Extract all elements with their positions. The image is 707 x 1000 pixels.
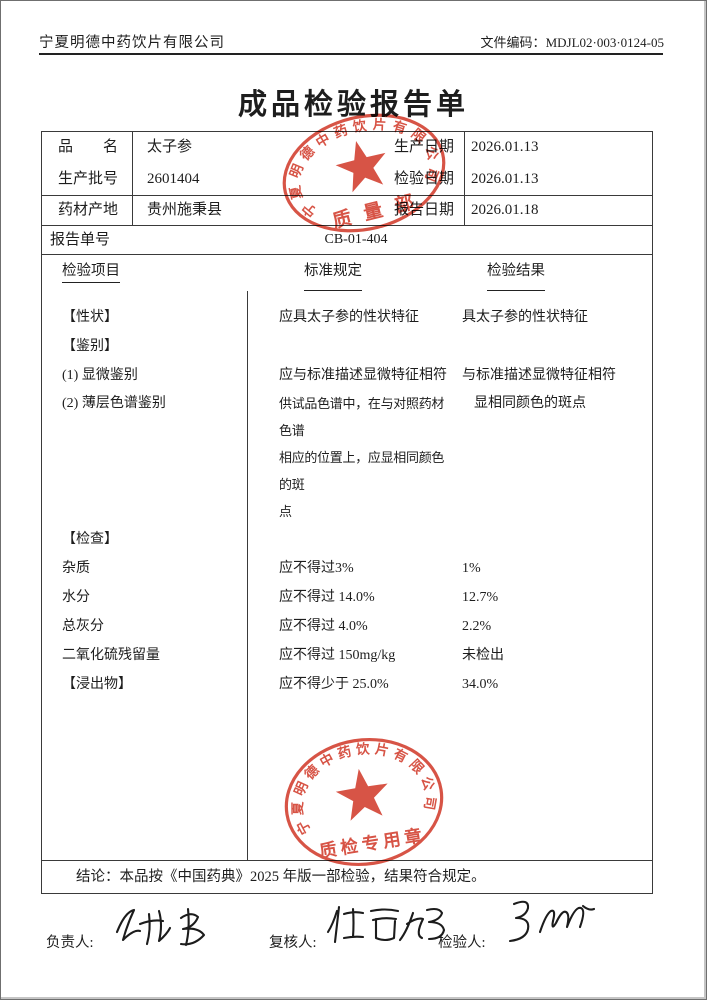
header-rule <box>39 53 663 55</box>
item-result <box>452 525 652 554</box>
item-standard: 供试品色谱中，在与对照药材色谱 相应的位置上，应显相同颜色的斑 点 <box>279 396 445 519</box>
item-name: 【鉴别】 <box>62 339 118 354</box>
origin-value: 贵州施秉县 <box>132 196 385 225</box>
column-standard: 标准规定 <box>304 263 362 291</box>
stamp-bottom-caption: 质检专用章 <box>318 825 427 862</box>
item-standard: 应不得过 14.0% <box>279 590 375 605</box>
doc-code: 文件编码：MDJL02·003·0124-05 <box>481 32 664 51</box>
item-name: (2) 薄层色谱鉴别 <box>62 396 166 411</box>
item-standard: 应与标准描述显微特征相符 <box>279 368 447 383</box>
item-name: 总灰分 <box>62 619 104 634</box>
responsible-label: 负责人: <box>46 935 94 951</box>
reviewer-signature <box>326 905 446 944</box>
item-result <box>452 332 652 361</box>
column-result: 检验结果 <box>487 263 545 291</box>
batch-no-label: 生产批号 <box>58 170 119 187</box>
result-row: 【检查】 <box>42 525 652 554</box>
quality-dept-stamp: 宁夏明德中药饮片有限公司 质量部 <box>275 101 448 233</box>
report-no-value: CB-01-404 <box>324 232 388 247</box>
report-no-row: 报告单号 CB-01-404 <box>42 226 652 255</box>
item-result: 具太子参的性状特征 <box>462 310 588 325</box>
report-no-label: 报告单号 <box>50 232 111 248</box>
item-standard <box>247 332 452 361</box>
column-divider <box>247 291 248 860</box>
item-result: 12.7% <box>462 590 499 605</box>
item-name: 【检查】 <box>62 532 118 547</box>
company-name: 宁夏明德中药饮片有限公司 <box>39 35 225 51</box>
inspector-label: 检验人: <box>438 935 486 951</box>
item-name: 水分 <box>62 590 90 605</box>
item-name: (1) 显微鉴别 <box>62 368 138 383</box>
responsible-signature <box>115 907 206 947</box>
conclusion-row: 结论：本品按《中国药典》2025 年版一部检验，结果符合规定。 <box>42 860 652 893</box>
item-result: 显相同颜色的斑点 <box>474 396 586 411</box>
item-name: 二氧化硫残留量 <box>62 648 160 663</box>
doc-code-value: MDJL02·003·0124-05 <box>545 35 664 50</box>
inspection-date-value: 2026.01.13 <box>471 170 539 187</box>
results-body: 【性状】 应具太子参的性状特征 具太子参的性状特征 【鉴别】 (1) 显微鉴别 … <box>42 291 652 860</box>
product-name-label: 品 名 <box>58 139 119 155</box>
product-name-value: 太子参 <box>147 139 193 155</box>
column-item: 检验项目 <box>62 263 120 283</box>
conclusion-text: 结论：本品按《中国药典》2025 年版一部检验，结果符合规定。 <box>76 869 486 885</box>
qc-seal-stamp: 宁夏明德中药饮片有限公司 质检专用章 <box>280 729 444 867</box>
item-result: 34.0% <box>462 677 499 692</box>
result-row: 杂质 应不得过3% 1% <box>42 554 652 583</box>
result-row: 二氧化硫残留量 应不得过 150mg/kg 未检出 <box>42 641 652 670</box>
item-standard: 应不得过 4.0% <box>279 619 368 634</box>
star-icon <box>335 140 386 193</box>
result-row: (2) 薄层色谱鉴别 供试品色谱中，在与对照药材色谱 相应的位置上，应显相同颜色… <box>42 390 652 525</box>
doc-code-label: 文件编码： <box>480 35 546 50</box>
star-icon <box>335 768 388 821</box>
page-title: 成品检验报告单 <box>237 89 469 121</box>
item-standard: 应不得过3% <box>279 561 354 576</box>
inspector-signature <box>508 900 596 943</box>
item-result: 2.2% <box>462 619 492 634</box>
item-name: 【浸出物】 <box>62 677 132 692</box>
result-row: 总灰分 应不得过 4.0% 2.2% <box>42 612 652 641</box>
reviewer-label: 复核人: <box>269 935 317 951</box>
item-result: 与标准描述显微特征相符 <box>462 368 616 383</box>
item-standard: 应不得过 150mg/kg <box>279 648 396 663</box>
item-result: 未检出 <box>462 648 504 663</box>
item-standard: 应具太子参的性状特征 <box>279 310 419 325</box>
origin-label: 药材产地 <box>58 202 119 218</box>
item-name: 【性状】 <box>62 310 118 325</box>
item-standard <box>247 525 452 554</box>
batch-no-value: 2601404 <box>147 170 200 187</box>
result-row: 【浸出物】 应不得少于 25.0% 34.0% <box>42 670 652 699</box>
item-standard: 应不得少于 25.0% <box>279 677 389 692</box>
signature-area: 负责人: 复核人: 检验人: <box>1 894 706 979</box>
results-header: 检验项目 标准规定 检验结果 <box>42 255 652 291</box>
result-row: 【性状】 应具太子参的性状特征 具太子参的性状特征 <box>42 303 652 332</box>
production-date-value: 2026.01.13 <box>471 139 539 155</box>
report-date-value: 2026.01.18 <box>464 196 652 225</box>
info-row-origin: 药材产地 贵州施秉县 报告日期 2026.01.18 <box>42 196 652 226</box>
result-row: (1) 显微鉴别 应与标准描述显微特征相符 与标准描述显微特征相符 <box>42 361 652 390</box>
item-result: 1% <box>462 561 481 576</box>
result-row: 【鉴别】 <box>42 332 652 361</box>
item-name: 杂质 <box>62 561 90 576</box>
result-row: 水分 应不得过 14.0% 12.7% <box>42 583 652 612</box>
